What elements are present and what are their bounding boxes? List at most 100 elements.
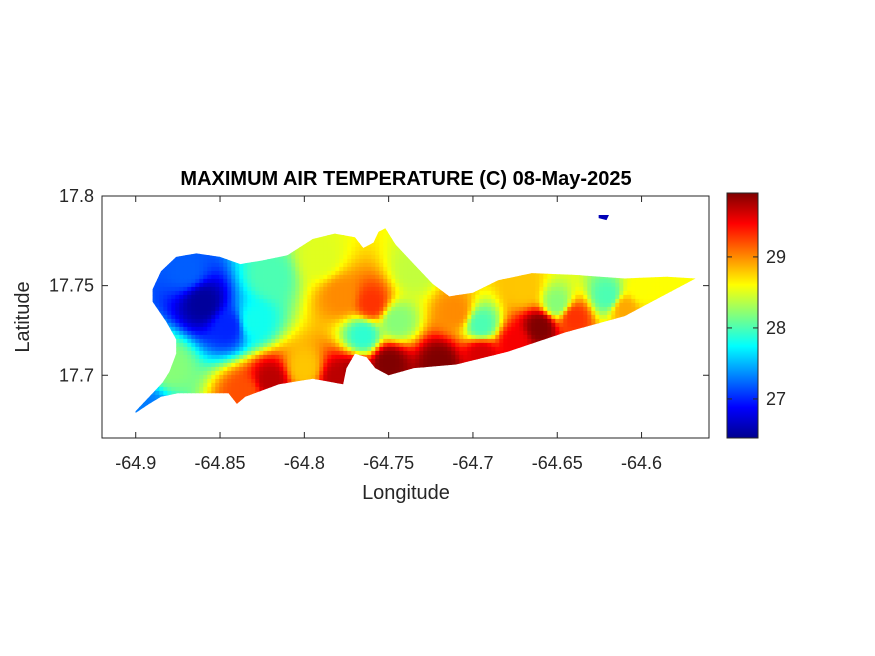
heat-cell: [359, 346, 364, 352]
heat-cell: [591, 298, 596, 304]
heat-cell: [327, 342, 332, 348]
heat-cell: [371, 242, 376, 248]
heat-cell: [439, 302, 444, 308]
heat-cell: [175, 322, 180, 328]
heat-cell: [543, 314, 548, 320]
heat-cell: [639, 302, 644, 308]
heat-cell: [567, 278, 572, 284]
heat-cell: [479, 298, 484, 304]
heat-cell: [399, 286, 404, 292]
heat-cell: [311, 358, 316, 364]
heat-cell: [243, 314, 248, 320]
heat-cell: [383, 350, 388, 356]
heat-cell: [567, 318, 572, 324]
heat-cell: [203, 338, 208, 344]
heat-cell: [607, 294, 612, 300]
heat-cell: [223, 350, 228, 356]
heat-cell: [615, 314, 620, 320]
heat-cell: [303, 302, 308, 308]
heat-cell: [199, 318, 204, 324]
heat-cell: [475, 354, 480, 360]
heat-cell: [371, 314, 376, 320]
heat-cell: [239, 274, 244, 280]
heat-cell: [395, 298, 400, 304]
heat-cell: [231, 306, 236, 312]
heat-cell: [191, 282, 196, 288]
heat-cell: [531, 322, 536, 328]
heat-cell: [327, 282, 332, 288]
heat-cell: [247, 330, 252, 336]
heat-cell: [283, 338, 288, 344]
heat-cell: [527, 326, 532, 332]
heat-cell: [499, 278, 504, 284]
heat-cell: [367, 302, 372, 308]
heat-cell: [231, 338, 236, 344]
heat-cell: [251, 334, 256, 340]
heat-cell: [211, 282, 216, 288]
heat-cell: [187, 270, 192, 276]
heat-cell: [375, 234, 380, 240]
heat-cell: [287, 254, 292, 260]
heat-cell: [211, 342, 216, 348]
heat-cell: [479, 334, 484, 340]
heat-cell: [427, 354, 432, 360]
heat-cell: [199, 342, 204, 348]
heat-cell: [327, 306, 332, 312]
heat-cell: [203, 354, 208, 360]
heat-cell: [515, 294, 520, 300]
heat-cell: [567, 306, 572, 312]
heat-cell: [275, 298, 280, 304]
heat-cell: [463, 334, 468, 340]
heat-cell: [563, 302, 568, 308]
heat-cell: [307, 270, 312, 276]
heat-cell: [307, 302, 312, 308]
heat-cell: [487, 322, 492, 328]
heat-cell: [619, 290, 624, 296]
heat-cell: [459, 334, 464, 340]
heat-cell: [159, 286, 164, 292]
heat-cell: [239, 350, 244, 356]
heat-cell: [211, 334, 216, 340]
heat-cell: [251, 310, 256, 316]
heat-cell: [371, 266, 376, 272]
heat-cell: [483, 314, 488, 320]
heat-cell: [427, 302, 432, 308]
heat-cell: [295, 310, 300, 316]
heat-cell: [459, 330, 464, 336]
heat-cell: [239, 266, 244, 272]
heat-cell: [467, 338, 472, 344]
heat-cell: [323, 326, 328, 332]
heat-cell: [199, 254, 204, 260]
heat-cell: [187, 286, 192, 292]
heat-cell: [319, 238, 324, 244]
heat-cell: [259, 350, 264, 356]
heat-cell: [247, 262, 252, 268]
heat-cell: [439, 318, 444, 324]
heat-cell: [319, 330, 324, 336]
heat-cell: [215, 298, 220, 304]
heat-cell: [371, 254, 376, 260]
heat-cell: [211, 274, 216, 280]
heat-cell: [327, 254, 332, 260]
heat-cell: [483, 298, 488, 304]
heat-cell: [359, 326, 364, 332]
heat-cell: [319, 262, 324, 268]
heat-cell: [319, 294, 324, 300]
heat-cell: [199, 310, 204, 316]
heat-cell: [191, 326, 196, 332]
heat-cell: [431, 310, 436, 316]
heat-cell: [479, 290, 484, 296]
heat-cell: [287, 350, 292, 356]
heat-cell: [619, 302, 624, 308]
heat-cell: [295, 250, 300, 256]
heat-cell: [295, 346, 300, 352]
heat-cell: [311, 306, 316, 312]
heat-cell: [167, 290, 172, 296]
heat-cell: [167, 274, 172, 280]
heat-cell: [311, 314, 316, 320]
heat-cell: [451, 318, 456, 324]
heat-cell: [539, 274, 544, 280]
heat-cell: [195, 346, 200, 352]
heat-cell: [359, 310, 364, 316]
heat-cell: [291, 274, 296, 280]
